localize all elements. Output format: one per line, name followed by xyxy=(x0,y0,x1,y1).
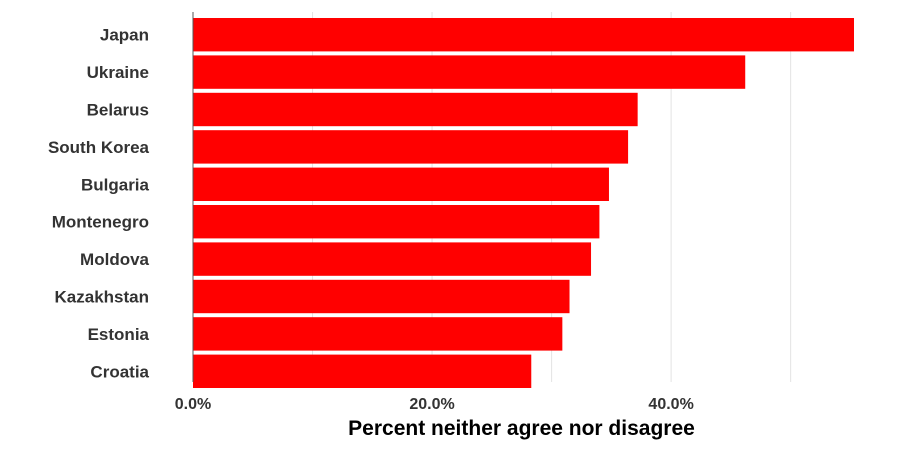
bar-2 xyxy=(193,92,638,127)
category-labels: Japan Ukraine Belarus South Korea Bulgaria Mo… xyxy=(48,26,150,382)
bar-9 xyxy=(193,354,532,388)
x-tick-label-2: 40.0% xyxy=(648,396,693,413)
category-label-9: Croatia xyxy=(90,362,149,381)
bar-0 xyxy=(193,18,854,52)
bar-8 xyxy=(193,317,563,351)
category-label-3: South Korea xyxy=(48,138,150,157)
bars xyxy=(193,18,854,388)
bar-3 xyxy=(193,130,629,164)
category-label-7: Kazakhstan xyxy=(55,288,149,307)
category-label-5: Montenegro xyxy=(52,213,149,232)
category-label-0: Japan xyxy=(100,26,149,45)
x-tick-label-0: 0.0% xyxy=(175,396,211,413)
bar-1 xyxy=(193,55,746,89)
category-label-8: Estonia xyxy=(88,325,150,344)
category-label-2: Belarus xyxy=(87,101,149,120)
bar-6 xyxy=(193,242,592,276)
x-axis-title: Percent neither agree nor disagree xyxy=(348,417,695,440)
category-label-4: Bulgaria xyxy=(81,175,150,194)
category-label-1: Ukraine xyxy=(87,63,149,82)
bar-4 xyxy=(193,167,609,201)
x-tick-labels: 0.0% 20.0% 40.0% xyxy=(175,396,694,413)
x-tick-label-1: 20.0% xyxy=(409,396,454,413)
bar-5 xyxy=(193,205,600,239)
category-label-6: Moldova xyxy=(80,250,149,269)
bar-7 xyxy=(193,279,570,314)
